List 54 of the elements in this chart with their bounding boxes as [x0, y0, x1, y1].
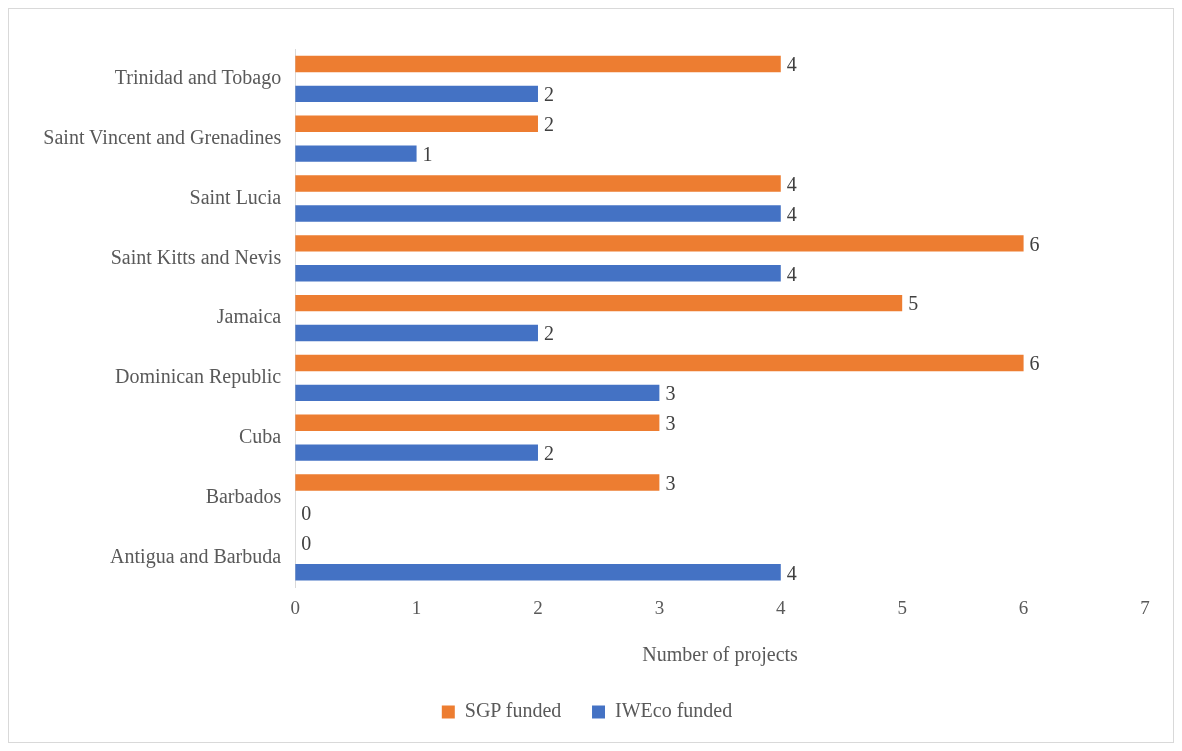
bar — [295, 145, 417, 162]
data-label: 6 — [1029, 232, 1040, 255]
y-tick-label: Saint Vincent and Grenadines — [43, 125, 282, 148]
x-tick-label: 3 — [654, 596, 665, 618]
bar — [295, 474, 660, 491]
bar — [295, 564, 781, 581]
bar — [295, 294, 903, 312]
x-tick-label: 5 — [897, 596, 907, 618]
data-label: 4 — [786, 53, 797, 76]
y-tick-label: Jamaica — [216, 305, 282, 328]
data-label: 4 — [786, 172, 797, 195]
data-label: 4 — [786, 262, 797, 285]
x-tick-label: 1 — [411, 596, 422, 618]
data-label: 4 — [786, 561, 797, 584]
x-tick-label: 4 — [776, 596, 787, 618]
data-label: 3 — [665, 471, 676, 494]
data-label: 2 — [543, 113, 554, 135]
data-label: 2 — [543, 441, 554, 464]
x-tick-label: 0 — [290, 596, 300, 618]
bar — [295, 414, 660, 431]
y-tick-label: Antigua and Barbuda — [110, 544, 282, 568]
y-tick-label: Dominican Republic — [115, 365, 282, 389]
x-tick-label: 2 — [533, 596, 543, 618]
data-label: 3 — [665, 412, 676, 434]
data-label: 5 — [908, 292, 919, 315]
bar — [295, 85, 538, 103]
data-label: 6 — [1029, 352, 1040, 375]
bar — [295, 235, 1024, 252]
data-label: 2 — [543, 322, 554, 345]
y-tick-label: Barbados — [205, 484, 282, 507]
bar — [295, 205, 781, 222]
bar — [295, 324, 538, 342]
data-label: 0 — [301, 531, 312, 554]
x-tick-label: 7 — [1140, 596, 1150, 618]
data-label: 1 — [422, 142, 433, 165]
y-tick-label: Saint Kitts and Nevis — [110, 245, 282, 268]
x-axis-title: Number of projects — [642, 643, 799, 667]
legend-label: SGP funded — [464, 699, 562, 722]
y-tick-label: Cuba — [238, 424, 282, 447]
bar — [295, 444, 538, 461]
bar — [295, 175, 781, 192]
x-tick-label: 6 — [1018, 596, 1029, 618]
bar — [295, 384, 660, 402]
bar — [295, 55, 781, 73]
legend-label: IWEco funded — [615, 699, 733, 722]
y-tick-label: Trinidad and Tobago — [114, 66, 282, 90]
data-label: 0 — [301, 501, 312, 524]
data-label: 3 — [665, 382, 676, 405]
y-tick-label: Saint Lucia — [189, 185, 282, 208]
bar — [295, 354, 1024, 372]
bar — [295, 265, 781, 282]
bar — [295, 115, 538, 132]
data-label: 4 — [786, 202, 797, 225]
data-label: 2 — [543, 83, 554, 106]
